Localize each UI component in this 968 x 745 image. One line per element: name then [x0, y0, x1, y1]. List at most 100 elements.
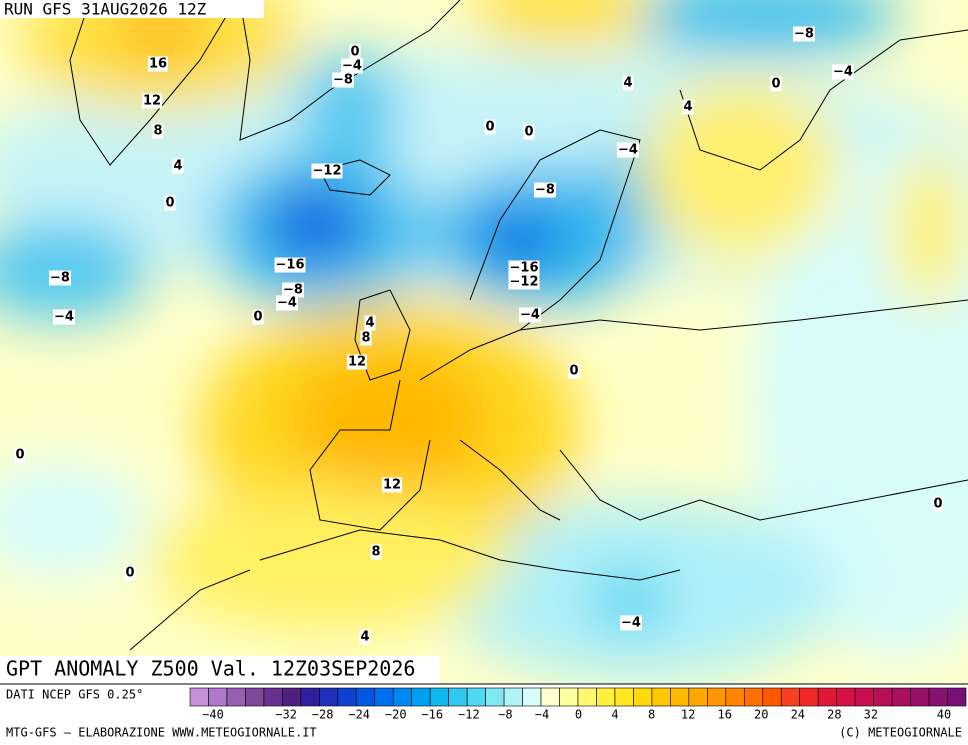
colorbar-tick-label: 16	[717, 708, 731, 722]
colorbar-swatch	[817, 687, 837, 707]
colorbar-tick-label: −4	[535, 708, 549, 722]
contour-label: 12	[143, 94, 161, 109]
colorbar-tick-label: −32	[275, 708, 297, 722]
contour-label: −4	[277, 296, 297, 311]
contour-label: 12	[383, 478, 401, 493]
colorbar-swatch	[873, 687, 893, 707]
contour-label-box	[568, 363, 580, 379]
colorbar-swatch	[762, 687, 782, 707]
contour-label: −4	[833, 65, 853, 80]
colorbar-swatch	[633, 687, 653, 707]
colorbar-swatch	[282, 687, 302, 707]
colorbar-tick-label: 32	[864, 708, 878, 722]
colorbar-swatch	[688, 687, 708, 707]
colorbar-swatch	[411, 687, 431, 707]
colorbar-swatch	[522, 687, 542, 707]
colorbar-swatch	[392, 687, 413, 707]
colorbar-swatch	[910, 687, 930, 707]
contour-label: 8	[371, 545, 380, 560]
colorbar-tick-label: 0	[575, 708, 582, 722]
contour-label-box	[360, 330, 372, 346]
contour-label-box	[274, 257, 306, 273]
colorbar-tick-label: 8	[648, 708, 655, 722]
contour-label-box	[523, 124, 535, 140]
contour-label: 4	[365, 316, 374, 331]
contour-label-box	[276, 295, 298, 311]
contour-label: 16	[149, 57, 167, 72]
colorbar-swatch	[208, 687, 228, 707]
colorbar-tick-label: −12	[458, 708, 480, 722]
contour-label: −12	[313, 164, 342, 179]
contour-label-box	[508, 260, 540, 276]
colorbar-tick-label: −8	[498, 708, 512, 722]
contour-label-box	[332, 72, 354, 88]
colorbar-tick-label: 4	[611, 708, 618, 722]
colorbar-swatch	[651, 687, 671, 707]
colorbar-tick-label: −16	[421, 708, 443, 722]
contour-label: 4	[173, 159, 182, 174]
contour-label-box	[484, 119, 496, 135]
contour-label-box	[682, 99, 694, 115]
colorbar-tick-label: −40	[202, 708, 224, 722]
contour-label-box	[282, 282, 304, 298]
contour-label-box	[381, 477, 403, 493]
contour-label-box	[364, 315, 376, 331]
contour-label: −12	[510, 275, 539, 290]
contour-label: 0	[485, 120, 494, 135]
contour-label: 0	[569, 364, 578, 379]
contour-label: −8	[283, 283, 303, 298]
anomaly-field	[0, 0, 968, 684]
contour-label: 0	[771, 77, 780, 92]
credit: MTG-GFS – ELABORAZIONE WWW.METEOGIORNALE…	[6, 726, 317, 740]
colorbar-tick-label: −28	[312, 708, 334, 722]
copyright: (C) METEOGIORNALE	[839, 726, 962, 740]
colorbar-swatch	[300, 687, 320, 707]
contour-label: 0	[165, 196, 174, 211]
colorbar-swatch	[189, 687, 209, 707]
contour-label-box	[124, 565, 136, 581]
colorbar-swatch	[596, 687, 616, 707]
contour-label-box	[622, 75, 634, 91]
contour-label-box	[164, 195, 176, 211]
colorbar-swatch	[503, 687, 523, 707]
colorbar-swatch	[263, 687, 283, 707]
colorbar-swatch	[540, 687, 560, 707]
colorbar-swatch	[355, 687, 376, 707]
contour-label: 4	[683, 100, 692, 115]
colorbar-swatch	[577, 687, 597, 707]
contour-label-box	[141, 93, 163, 109]
contour-label-box	[341, 58, 363, 74]
contour-label-box	[49, 270, 71, 286]
contour-label-box	[508, 274, 540, 290]
colorbar-swatch	[743, 687, 764, 707]
contour-label-box	[370, 544, 382, 560]
contour-label: −4	[621, 616, 641, 631]
contour-label-box	[359, 629, 371, 645]
contour-label: 4	[360, 630, 369, 645]
colorbar-swatch	[780, 687, 801, 707]
colorbar-tick-label: 24	[791, 708, 805, 722]
contour-label-box	[172, 158, 184, 174]
contour-label: −8	[535, 183, 555, 198]
contour-label-box	[932, 496, 944, 512]
contour-label-box	[519, 307, 541, 323]
run-label: RUN GFS 31AUG2026 12Z	[4, 0, 207, 19]
colorbar-swatch	[707, 687, 727, 707]
contour-label: −16	[510, 261, 539, 276]
colorbar-tick-label: −20	[385, 708, 407, 722]
contour-label-box	[534, 182, 556, 198]
colorbar-swatch	[319, 687, 339, 707]
colorbar-swatch	[226, 687, 246, 707]
colorbar-swatch	[485, 687, 505, 707]
contour-label-box	[152, 123, 164, 139]
contour-label: 8	[361, 331, 370, 346]
colorbar-swatch	[670, 687, 690, 707]
contour-label-box	[620, 615, 642, 631]
contour-label-box	[53, 309, 75, 325]
colorbar-swatch	[337, 687, 357, 707]
colorbar-tick-label: −24	[348, 708, 370, 722]
run-box	[0, 0, 264, 18]
colorbar-swatch	[947, 687, 967, 707]
colorbar-tick-label: 20	[754, 708, 768, 722]
colorbar-swatch	[725, 687, 745, 707]
